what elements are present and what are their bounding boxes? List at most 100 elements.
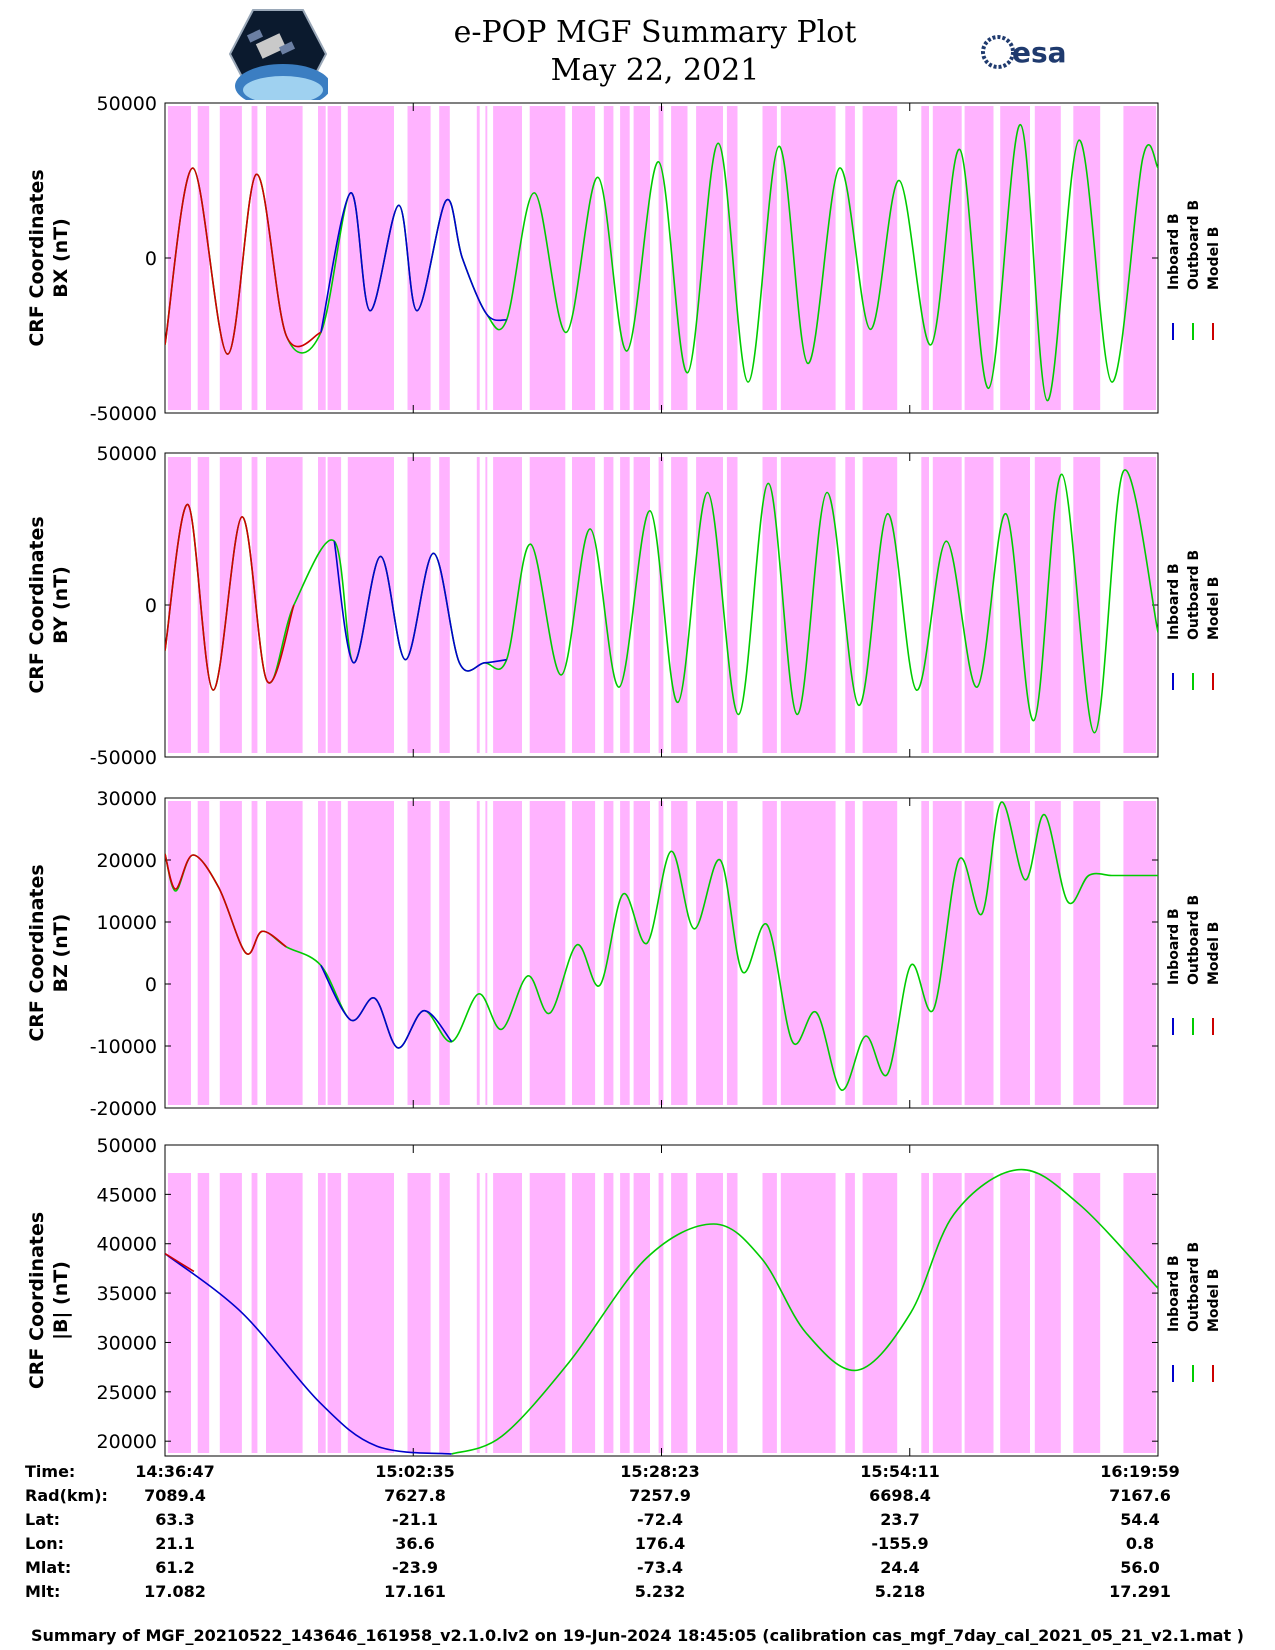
telemetry-band xyxy=(726,801,738,1105)
telemetry-band xyxy=(197,457,210,753)
panel-by: 50000 0 -50000 CRF Coordinates BY (nT) Inboar… xyxy=(26,443,1222,769)
telemetry-band xyxy=(633,801,650,1105)
y-tick-label: 20000 xyxy=(97,1431,157,1453)
telemetry-band xyxy=(485,801,488,1105)
info-value-rad: 7167.6 xyxy=(1109,1486,1171,1505)
telemetry-band xyxy=(476,106,480,410)
info-value-mlat: 61.2 xyxy=(155,1558,195,1577)
y-axis-label-line: CRF Coordinates xyxy=(26,1212,48,1389)
telemetry-band xyxy=(658,457,664,753)
telemetry-band xyxy=(964,1173,994,1453)
info-value-mlat: -23.9 xyxy=(391,1558,439,1577)
telemetry-band xyxy=(1123,801,1157,1105)
title-line-1: e-POP MGF Summary Plot xyxy=(453,15,857,50)
telemetry-band xyxy=(671,457,688,753)
info-value-time: 16:19:59 xyxy=(1100,1462,1180,1481)
telemetry-band xyxy=(862,457,898,753)
telemetry-band xyxy=(439,457,450,753)
info-value-time: 14:36:47 xyxy=(135,1462,215,1481)
telemetry-band xyxy=(762,106,777,410)
telemetry-band xyxy=(485,1173,488,1453)
series-line-outboard xyxy=(451,1168,1158,1455)
y-axis-label-line: CRF Coordinates xyxy=(26,516,48,693)
telemetry-band xyxy=(347,1173,394,1453)
legend-label-model: Model B xyxy=(1206,577,1222,640)
telemetry-band xyxy=(347,801,394,1105)
telemetry-band xyxy=(658,1173,664,1453)
telemetry-band xyxy=(862,1173,898,1453)
telemetry-band xyxy=(633,457,650,753)
telemetry-band xyxy=(1123,1173,1157,1453)
telemetry-band xyxy=(251,1173,258,1453)
telemetry-band xyxy=(493,106,522,410)
telemetry-band xyxy=(932,457,962,753)
info-value-time: 15:02:35 xyxy=(375,1462,455,1481)
series-line-model xyxy=(165,503,295,691)
telemetry-band xyxy=(921,1173,929,1453)
info-row-rad: Rad(km): 7089.4 7627.8 7257.9 6698.4 7167.6 xyxy=(0,1486,1275,1510)
telemetry-band xyxy=(921,457,929,753)
telemetry-band xyxy=(845,1173,855,1453)
legend-label-outboard: Outboard B xyxy=(1186,200,1202,290)
series-line-inboard xyxy=(165,1252,452,1455)
info-value-lat: 23.7 xyxy=(880,1510,920,1529)
telemetry-band xyxy=(862,801,898,1105)
telemetry-band xyxy=(603,457,614,753)
y-tick-label: 30000 xyxy=(97,788,157,810)
telemetry-band xyxy=(572,457,596,753)
telemetry-band xyxy=(780,457,836,753)
telemetry-band xyxy=(1000,1173,1030,1453)
info-value-lon: 0.8 xyxy=(1125,1534,1155,1553)
telemetry-band xyxy=(658,801,664,1105)
legend-label-inboard: Inboard B xyxy=(1166,563,1182,640)
info-value-rad: 7089.4 xyxy=(144,1486,206,1505)
telemetry-band xyxy=(780,106,836,410)
telemetry-band xyxy=(696,801,723,1105)
info-row-mlt: Mlt: 17.082 17.161 5.232 5.218 17.291 xyxy=(0,1582,1275,1606)
info-value-mlt: 5.232 xyxy=(634,1582,686,1601)
telemetry-band xyxy=(671,106,688,410)
legend-label-model: Model B xyxy=(1206,227,1222,290)
cassiope-logo xyxy=(228,9,328,100)
telemetry-band xyxy=(407,106,431,410)
series-line-inboard xyxy=(320,965,453,1049)
telemetry-band xyxy=(318,106,326,410)
info-row-time: Time: 14:36:47 15:02:35 15:28:23 15:54:11 16:… xyxy=(0,1462,1275,1486)
telemetry-band xyxy=(529,457,566,753)
telemetry-band xyxy=(603,1173,614,1453)
info-row-label: Lon: xyxy=(25,1534,64,1553)
legend: Inboard B Outboard B Model B xyxy=(1166,550,1222,690)
info-value-lon: 176.4 xyxy=(634,1534,686,1553)
panel-bz: 30000 20000 10000 0 -10000 -20000 CRF Coordina… xyxy=(26,788,1222,1120)
info-value-rad: 6698.4 xyxy=(869,1486,931,1505)
telemetry-band xyxy=(476,801,480,1105)
telemetry-band xyxy=(529,106,566,410)
telemetry-band xyxy=(780,1173,836,1453)
info-value-lon: 21.1 xyxy=(155,1534,195,1553)
telemetry-band xyxy=(845,457,855,753)
telemetry-band xyxy=(671,1173,688,1453)
y-tick-label: 0 xyxy=(145,595,157,617)
y-tick-label: 50000 xyxy=(97,93,157,115)
y-tick-label: 0 xyxy=(145,974,157,996)
telemetry-band xyxy=(620,1173,630,1453)
telemetry-band xyxy=(167,457,191,753)
y-axis-label: CRF Coordinates BZ (nT) xyxy=(26,864,72,1041)
telemetry-band xyxy=(266,106,303,410)
telemetry-band xyxy=(603,106,614,410)
telemetry-band xyxy=(845,801,855,1105)
info-value-mlt: 17.082 xyxy=(144,1582,206,1601)
info-value-lon: 36.6 xyxy=(395,1534,435,1553)
telemetry-band xyxy=(347,457,394,753)
telemetry-band xyxy=(1073,1173,1101,1453)
telemetry-band xyxy=(1034,106,1061,410)
telemetry-band xyxy=(932,801,962,1105)
telemetry-band xyxy=(219,106,242,410)
y-axis-label: CRF Coordinates BX (nT) xyxy=(26,169,72,346)
info-value-lat: 54.4 xyxy=(1120,1510,1160,1529)
info-row-lat: Lat: 63.3 -21.1 -72.4 23.7 54.4 xyxy=(0,1510,1275,1534)
info-row-label: Lat: xyxy=(25,1510,61,1529)
telemetry-band xyxy=(762,1173,777,1453)
y-axis-label-line: CRF Coordinates xyxy=(26,169,48,346)
